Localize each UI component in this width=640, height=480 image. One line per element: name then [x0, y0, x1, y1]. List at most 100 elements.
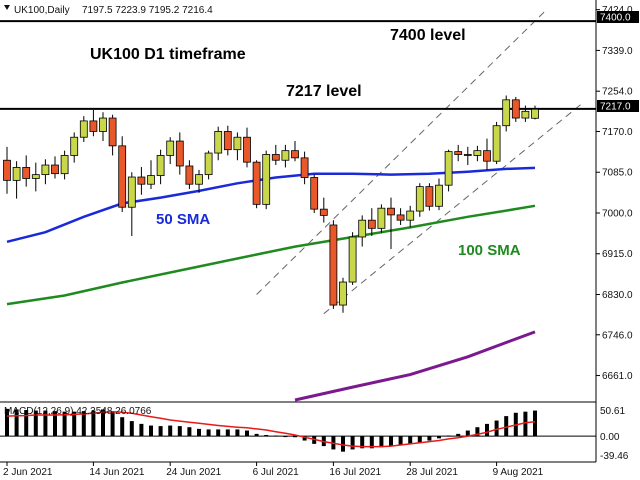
candle-body-bull	[492, 125, 501, 162]
candle-body-bull	[233, 136, 242, 151]
candle	[214, 126, 223, 161]
candle-body-bull	[377, 207, 386, 229]
candle	[291, 141, 299, 162]
candle	[223, 125, 232, 156]
candle	[108, 114, 117, 156]
price-tick-label: 6661.0	[602, 371, 633, 382]
trend-channel	[256, 11, 584, 315]
candle-body-bear	[51, 164, 59, 175]
candle	[300, 151, 309, 185]
candle-body-bear	[252, 161, 261, 205]
macd-histogram-bar	[197, 428, 201, 437]
macd-histogram-bar	[446, 435, 451, 437]
macd-histogram-bar	[62, 411, 67, 437]
macd-histogram-bar	[523, 411, 528, 437]
candle-body-bull	[262, 154, 271, 205]
candle	[233, 132, 242, 161]
macd-histogram-bar	[417, 436, 422, 443]
candle	[79, 116, 88, 143]
candle-body-bull	[435, 184, 443, 207]
candle-body-bear	[223, 131, 232, 151]
candle-body-bull	[12, 167, 21, 181]
candle-body-bear	[454, 151, 463, 155]
candle	[329, 220, 338, 309]
macd-histogram-bar	[437, 436, 441, 439]
time-tick-label: 16 Jul 2021	[329, 467, 381, 478]
candle-body-bull	[214, 131, 223, 154]
macd-histogram-bar	[475, 427, 480, 437]
macd-histogram-bar	[254, 433, 259, 437]
price-tick-label: 7000.0	[602, 208, 633, 219]
price-tag-7400-text: 7400.0	[600, 13, 631, 24]
candle-body-bear	[291, 150, 299, 159]
candle	[367, 208, 376, 237]
macd-histogram-bar	[408, 436, 413, 444]
symbol-label: UK100,Daily	[14, 5, 70, 16]
candle-body-bull	[281, 150, 290, 161]
candle	[185, 160, 194, 190]
macd-label: MACD(12,26,9) 42.3548 26.0766	[4, 406, 152, 417]
candle-body-bear	[22, 167, 31, 179]
dropdown-triangle-icon[interactable]	[4, 5, 10, 10]
time-axis[interactable]: 2 Jun 2021 14 Jun 2021 24 Jun 2021 6 Jul 20…	[3, 462, 544, 478]
sma200-line	[294, 330, 536, 402]
candle-body-bull	[204, 152, 213, 176]
candle-body-bull	[79, 120, 88, 138]
macd-histogram-bar	[389, 436, 393, 447]
candle-body-bull	[195, 174, 203, 185]
candle	[463, 146, 472, 166]
candle	[415, 183, 424, 217]
candle-body-bear	[3, 159, 11, 181]
macd-histogram-bar	[33, 410, 38, 437]
macd-histogram-bar	[485, 423, 489, 437]
macd-histogram-bar	[101, 409, 105, 437]
candle	[502, 95, 511, 132]
candle-body-bull	[531, 108, 539, 119]
macd-histogram-bar	[206, 429, 211, 437]
candle-body-bull	[406, 210, 415, 221]
macd-histogram-bar	[398, 436, 403, 446]
candle-body-bear	[387, 207, 395, 216]
macd-histogram-bar	[225, 429, 230, 437]
macd-histogram-bar	[168, 425, 173, 437]
time-tick-label: 28 Jul 2021	[406, 467, 458, 478]
candle	[22, 155, 31, 187]
price-axis[interactable]: 7424.0 7339.0 7254.0 7170.0 7085.0 7000.0 6915…	[596, 5, 633, 382]
candle-body-bear	[137, 176, 146, 185]
candle-body-bull	[521, 110, 530, 119]
price-tick-label: 7254.0	[602, 87, 633, 98]
candle-body-bear	[310, 177, 319, 210]
candle	[137, 166, 146, 195]
time-tick-label: 2 Jun 2021	[3, 467, 53, 478]
channel-line	[323, 102, 584, 315]
candle-body-bear	[108, 117, 117, 147]
macd-histogram-bar	[379, 436, 384, 448]
price-tick-label: 6830.0	[602, 290, 633, 301]
candle-body-bear	[185, 165, 194, 185]
macd-histogram-bar	[53, 411, 57, 437]
time-tick-label: 9 Aug 2021	[493, 467, 544, 478]
channel-line	[256, 11, 545, 295]
sma50-line	[6, 166, 536, 244]
macd-histogram-bar	[110, 411, 115, 437]
candle	[473, 145, 482, 162]
candle	[175, 132, 184, 175]
candle	[377, 204, 386, 234]
ohlc-values: 7197.5 7223.9 7195.2 7216.4	[82, 5, 213, 16]
candle	[521, 105, 530, 122]
price-tick-label: 7085.0	[602, 168, 633, 179]
candle-body-bear	[89, 120, 98, 132]
macd-histogram-bar	[120, 417, 125, 437]
candle-body-bear	[511, 99, 520, 119]
candle-body-bear	[425, 186, 434, 207]
macd-tick-high: 50.61	[600, 406, 625, 417]
candle	[243, 127, 251, 168]
candle-body-bull	[358, 219, 367, 238]
macd-histogram-bar	[139, 423, 144, 437]
candle	[31, 162, 40, 192]
sma100-annotation: 100 SMA	[458, 242, 521, 259]
macd-histogram-bar	[24, 410, 29, 437]
candle-body-bear	[329, 224, 338, 306]
price-tick-label: 7170.0	[602, 127, 633, 138]
